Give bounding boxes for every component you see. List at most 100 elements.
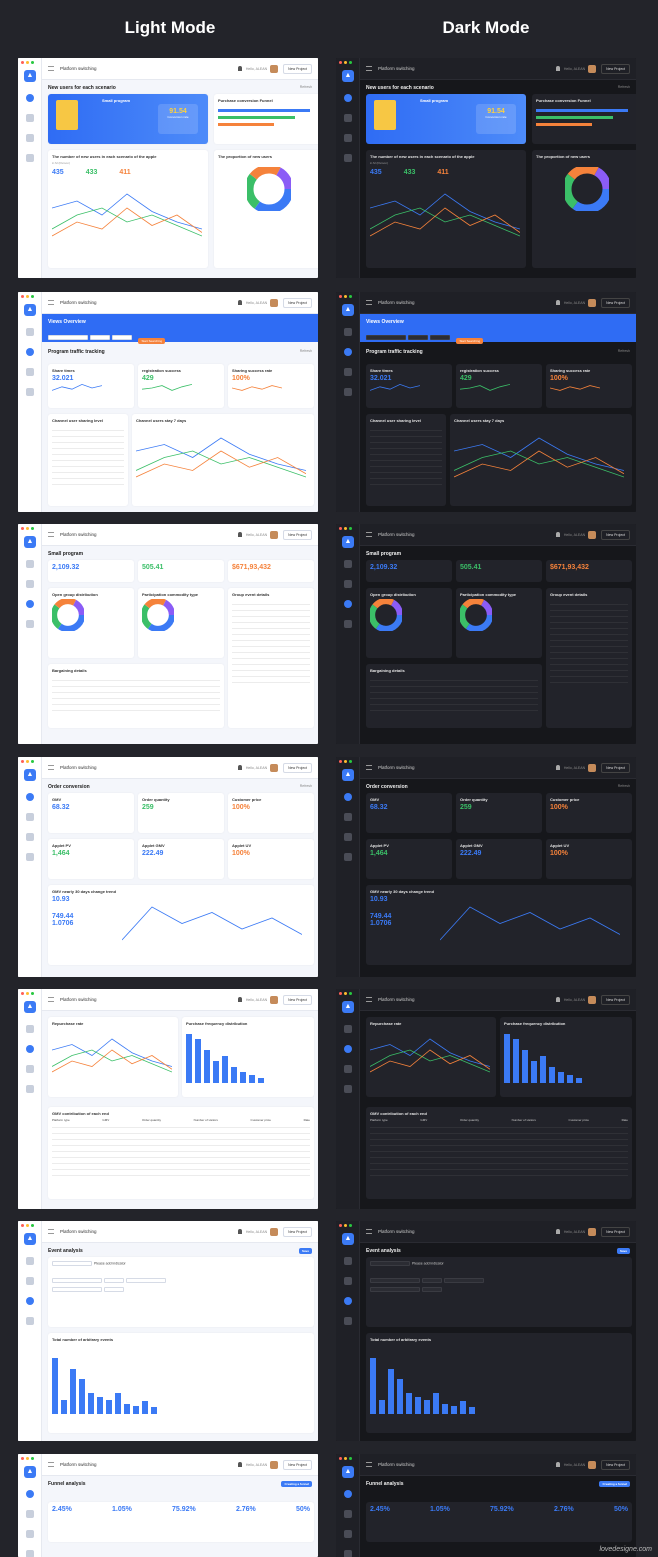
menu-icon[interactable] [48,532,54,537]
nav-users-icon[interactable] [344,1277,352,1285]
nav-dashboard-icon[interactable] [344,793,352,801]
nav-folder-icon[interactable] [344,853,352,861]
menu-icon[interactable] [366,66,372,71]
avatar[interactable] [270,763,279,772]
avatar[interactable] [588,530,597,539]
avatar[interactable] [270,298,279,307]
menu-icon[interactable] [366,1462,372,1467]
platform-switcher[interactable]: Platform switching [60,532,97,537]
table-row[interactable] [370,1146,628,1152]
nav-folder-icon[interactable] [26,853,34,861]
table-row[interactable] [550,653,628,659]
app-logo-icon[interactable]: ▲ [24,304,36,316]
date-input-2[interactable] [112,335,132,341]
new-project-button[interactable]: New Project [283,762,312,773]
table-row[interactable] [550,677,628,683]
nav-dashboard-icon[interactable] [26,793,34,801]
nav-folder-icon[interactable] [26,1550,34,1557]
window-controls[interactable] [339,1224,352,1227]
notification-icon[interactable] [555,66,560,71]
table-row[interactable] [370,449,442,455]
refresh-button[interactable]: Refresh [299,85,312,89]
table-row[interactable] [370,1170,628,1176]
nav-analysis-icon[interactable] [344,833,352,841]
new-project-button[interactable]: New Project [601,762,630,773]
table-header[interactable]: Number of visitors [511,1118,536,1122]
table-row[interactable] [550,617,628,623]
menu-icon[interactable] [366,300,372,305]
table-row[interactable] [232,659,310,665]
table-row[interactable] [52,1134,310,1140]
app-logo-icon[interactable]: ▲ [24,1466,36,1478]
avatar[interactable] [588,995,597,1004]
platform-switcher[interactable]: Platform switching [378,300,415,305]
table-row[interactable] [52,693,220,699]
event-select[interactable] [370,1278,420,1283]
table-row[interactable] [550,623,628,629]
nav-users-icon[interactable] [26,813,34,821]
platform-switcher[interactable]: Platform switching [60,1229,97,1234]
table-row[interactable] [370,1158,628,1164]
nav-analysis-icon[interactable] [344,1530,352,1538]
app-logo-icon[interactable]: ▲ [342,1233,354,1245]
table-row[interactable] [550,611,628,617]
table-row[interactable] [370,675,538,681]
event-select-2[interactable] [370,1287,420,1292]
table-header[interactable]: Order quantity [141,1118,161,1122]
event-select-2[interactable] [52,1287,102,1292]
operator-select-2[interactable] [104,1287,124,1292]
nav-users-icon[interactable] [26,1277,34,1285]
platform-switcher[interactable]: Platform switching [60,765,97,770]
nav-users-icon[interactable] [344,813,352,821]
table-row[interactable] [370,1164,628,1170]
table-header[interactable]: Rate [621,1118,628,1122]
table-row[interactable] [370,1134,628,1140]
nav-analysis-icon[interactable] [344,1065,352,1073]
nav-users-icon[interactable] [26,1510,34,1518]
table-row[interactable] [370,455,442,461]
platform-switcher[interactable]: Platform switching [378,997,415,1002]
nav-analysis-icon[interactable] [344,134,352,142]
avatar[interactable] [588,64,597,73]
event-select[interactable] [52,1278,102,1283]
table-row[interactable] [550,641,628,647]
platform-switcher[interactable]: Platform switching [60,997,97,1002]
nav-users-icon[interactable] [26,1045,34,1053]
refresh-button[interactable]: Refresh [299,349,312,353]
table-row[interactable] [52,1152,310,1158]
table-row[interactable] [52,1128,310,1134]
table-row[interactable] [370,1140,628,1146]
avatar[interactable] [270,995,279,1004]
app-logo-icon[interactable]: ▲ [24,1233,36,1245]
new-project-button[interactable]: New Project [283,994,312,1005]
app-logo-icon[interactable]: ▲ [24,769,36,781]
window-controls[interactable] [21,1224,34,1227]
table-row[interactable] [370,479,442,485]
table-row[interactable] [52,455,124,461]
table-row[interactable] [52,675,220,681]
app-logo-icon[interactable]: ▲ [24,70,36,82]
table-header[interactable]: Platform type [52,1118,70,1122]
nav-dashboard-icon[interactable] [344,1257,352,1265]
nav-dashboard-icon[interactable] [26,560,34,568]
nav-folder-icon[interactable] [344,1085,352,1093]
nav-users-icon[interactable] [344,114,352,122]
table-row[interactable] [370,425,442,431]
app-logo-icon[interactable]: ▲ [24,536,36,548]
table-row[interactable] [52,1164,310,1170]
table-row[interactable] [232,653,310,659]
refresh-button[interactable]: Refresh [617,85,630,89]
nav-dashboard-icon[interactable] [26,1025,34,1033]
table-row[interactable] [232,677,310,683]
refresh-button[interactable]: Refresh [617,784,630,788]
notification-icon[interactable] [237,1229,242,1234]
nav-folder-icon[interactable] [344,154,352,162]
platform-switcher[interactable]: Platform switching [378,1462,415,1467]
nav-folder-icon[interactable] [26,154,34,162]
notification-icon[interactable] [237,1462,242,1467]
notification-icon[interactable] [555,532,560,537]
new-project-button[interactable]: New Project [601,1226,630,1237]
new-project-button[interactable]: New Project [601,63,630,74]
app-logo-icon[interactable]: ▲ [342,1466,354,1478]
table-row[interactable] [52,699,220,705]
